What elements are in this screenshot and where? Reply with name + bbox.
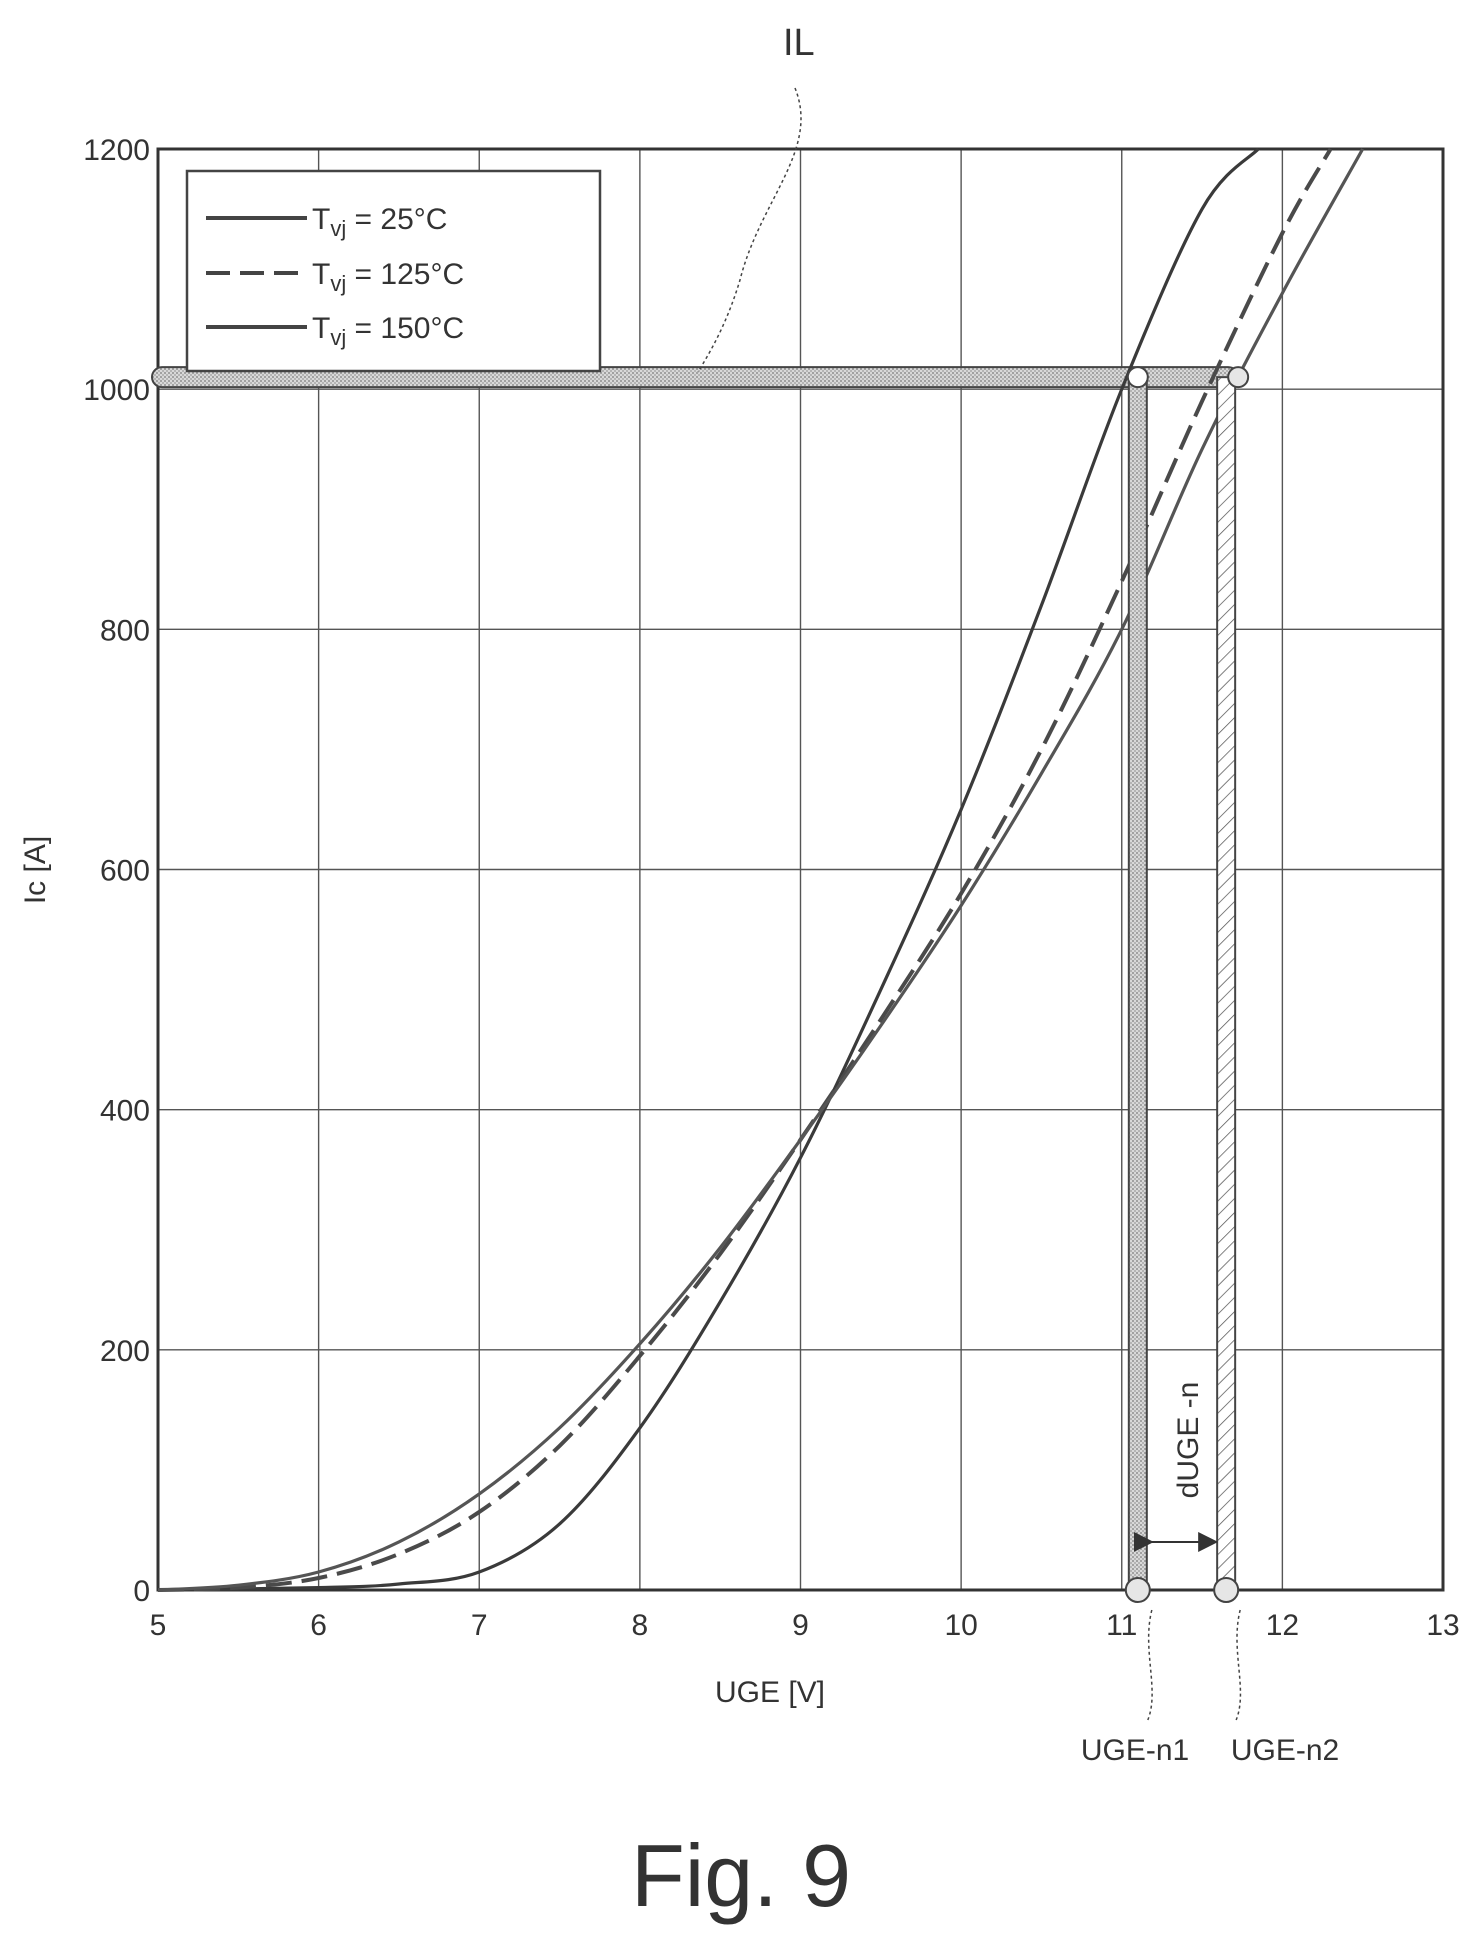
uge-markers	[1124, 366, 1250, 1721]
il-leader-line	[697, 87, 802, 373]
series-line-150c	[157, 148, 1365, 1592]
x-tick-label-7: 7	[471, 1609, 488, 1642]
uge-n1-leader	[1147, 1609, 1153, 1721]
x-tick-label-8: 8	[632, 1609, 649, 1642]
x-tick-label-5: 5	[150, 1609, 167, 1642]
x-tick-label-13: 13	[1426, 1609, 1459, 1642]
y-tick-label-1200: 1200	[83, 134, 150, 167]
y-tick-label-0: 0	[133, 1575, 150, 1608]
uge-n2-label: UGE-n2	[1231, 1734, 1339, 1767]
legend: Tvj = 25°C Tvj = 125°C Tvj = 150°C	[206, 203, 464, 350]
uge-n2-leader	[1235, 1609, 1242, 1721]
uge-n2-bar	[1216, 376, 1237, 1591]
y-tick-label-200: 200	[100, 1335, 150, 1368]
series-line-25c	[157, 147, 1260, 1592]
uge-n1-foot	[1124, 1577, 1151, 1603]
uge-n1-label: UGE-n1	[1081, 1734, 1189, 1767]
chart-series	[157, 147, 1365, 1592]
y-tick-label-1000: 1000	[83, 374, 150, 407]
legend-entry-25c: Tvj = 25°C	[312, 203, 447, 241]
legend-entry-125c: Tvj = 125°C	[312, 258, 464, 296]
x-axis-label: UGE [V]	[715, 1676, 825, 1709]
uge-n2-top	[1227, 366, 1250, 389]
uge-n1-top	[1126, 366, 1149, 389]
y-tick-label-600: 600	[100, 855, 150, 888]
x-tick-label-11: 11	[1106, 1609, 1137, 1642]
y-tick-label-800: 800	[100, 614, 150, 647]
y-axis-label: Ic [A]	[19, 836, 52, 904]
x-tick-label-12: 12	[1266, 1609, 1299, 1642]
figure-caption: Fig. 9	[631, 1826, 851, 1925]
uge-n2-foot	[1213, 1577, 1240, 1603]
x-tick-label-10: 10	[944, 1609, 977, 1642]
il-label: IL	[783, 22, 815, 64]
chart-ticks: 5 6 7 8 9 10 11 12 13 0 200 400 600 800 1000 1200	[83, 134, 1459, 1642]
y-tick-label-400: 400	[100, 1095, 150, 1128]
x-tick-label-6: 6	[310, 1609, 327, 1642]
legend-entry-150c: Tvj = 150°C	[312, 312, 464, 350]
x-tick-label-9: 9	[792, 1609, 809, 1642]
uge-n1-bar	[1127, 376, 1148, 1591]
plot-frame	[156, 147, 1445, 1592]
delta-uge-label: dUGE -n	[1172, 1382, 1205, 1499]
